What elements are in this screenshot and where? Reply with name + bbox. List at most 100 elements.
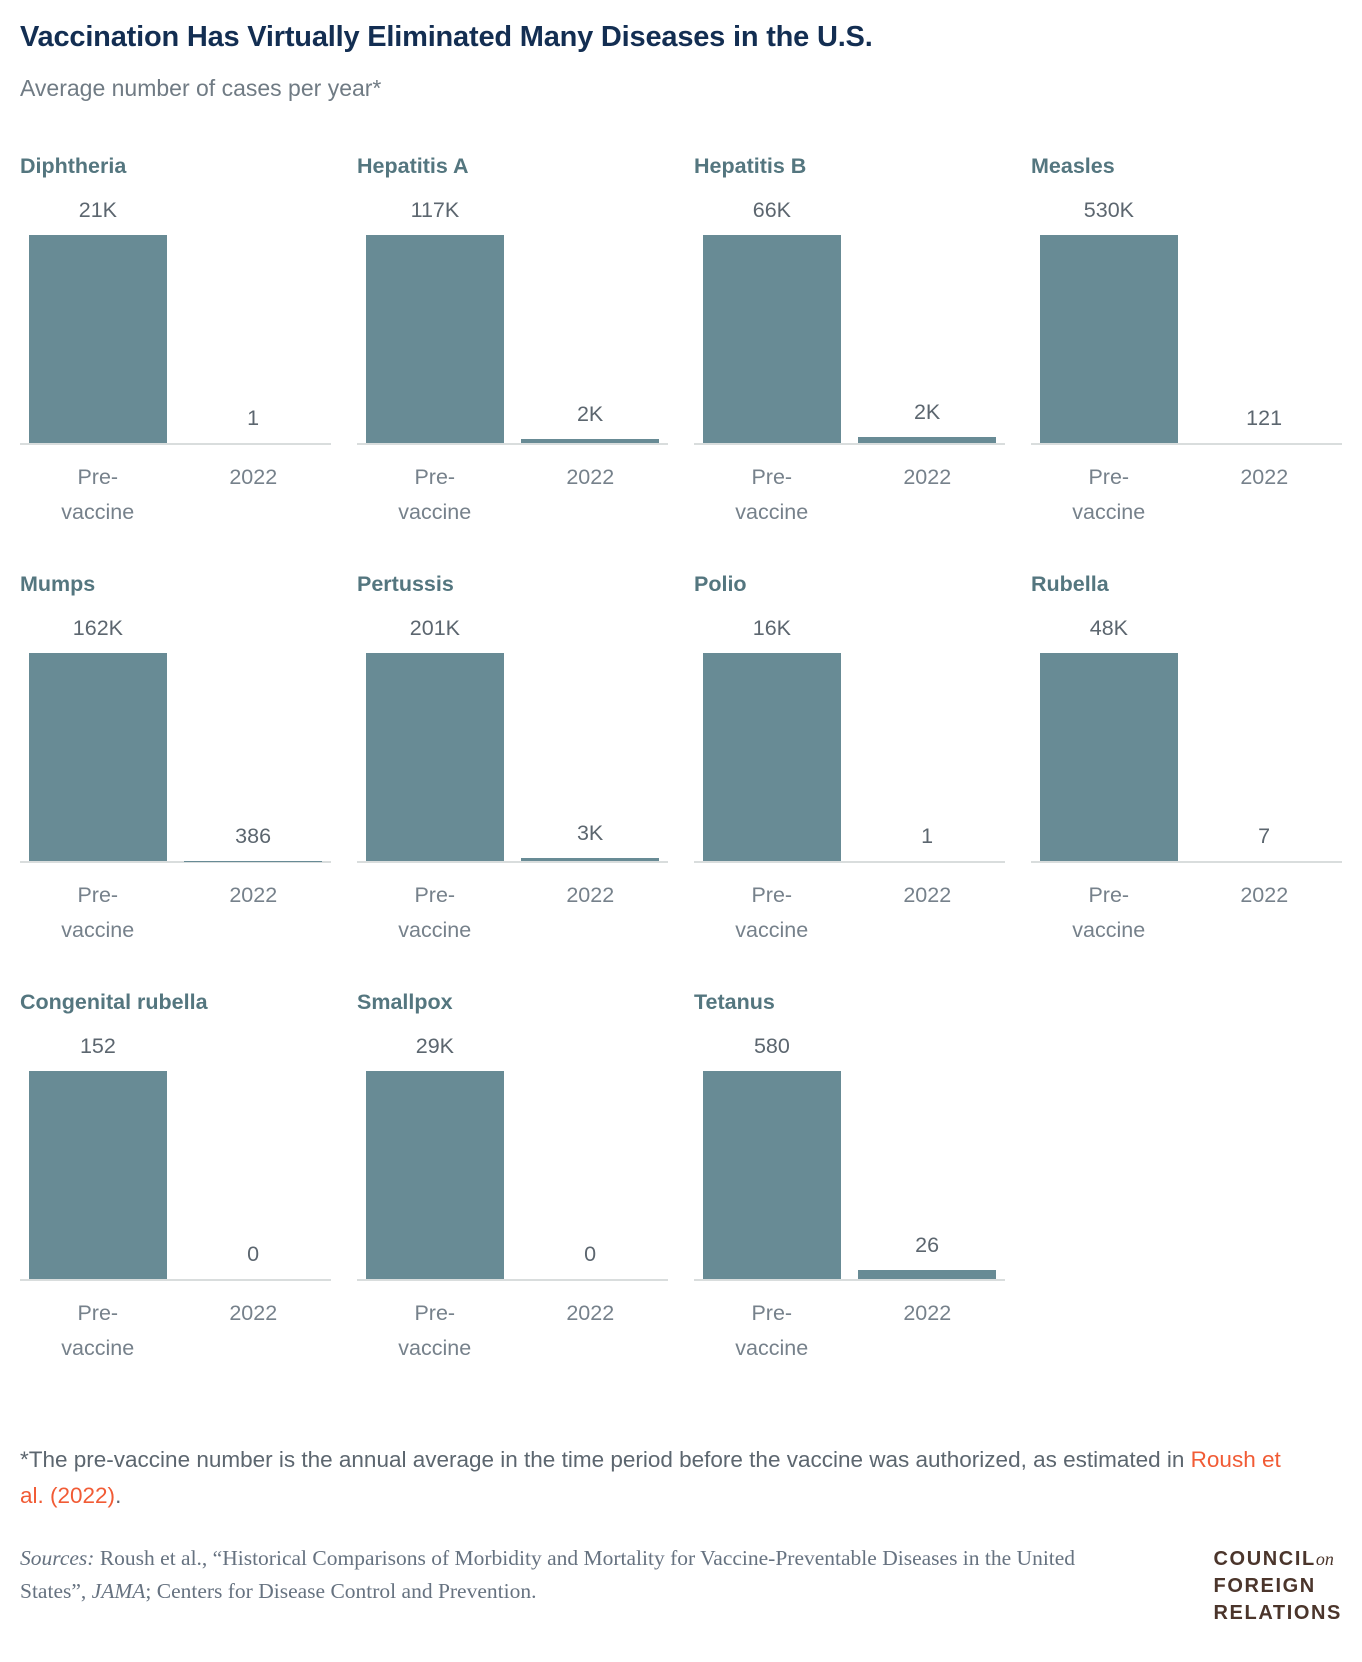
disease-chart: Hepatitis B 66K 2K Pre-vaccine 2022 [694,152,1005,530]
disease-title: Polio [694,572,747,596]
year-2022-value-label: 386 [235,823,272,848]
pre-vaccine-value-label: 29K [415,1034,455,1058]
x-tick-line: Pre- [1088,883,1130,907]
pre-vaccine-value-label: 152 [79,1034,116,1058]
x-tick-line: vaccine [735,1336,809,1360]
x-tick-pre-vaccine: Pre-vaccine [20,460,176,530]
x-tick-line: 2022 [566,883,615,907]
x-tick-line: Pre- [77,883,119,907]
disease-chart: Congenital rubella 152 0 Pre-vaccine 202… [20,988,331,1366]
x-tick-line: vaccine [61,500,135,524]
page-subtitle: Average number of cases per year* [20,75,382,101]
sources-label: Sources: [20,1546,95,1570]
pre-vaccine-value-label: 16K [752,616,792,640]
pre-vaccine-bar [702,235,842,443]
x-tick-pre-vaccine: Pre-vaccine [20,1296,176,1366]
pre-vaccine-slot: 21K [28,198,168,443]
disease-chart: Smallpox 29K 0 Pre-vaccine 2022 [357,988,668,1366]
disease-title: Diphtheria [20,154,127,178]
x-tick-line: Pre- [1088,465,1130,489]
pre-vaccine-bar [702,653,842,861]
pre-vaccine-slot: 66K [702,198,842,443]
year-2022-value-label: 7 [1258,823,1271,848]
cfr-logo-line1: COUNCILon [1214,1546,1342,1573]
pre-vaccine-bar [365,235,505,443]
small-multiples-grid: Diphtheria 21K 1 Pre-vaccine 2022 Hepati… [20,152,1342,1406]
plot-area: 29K 0 [357,1034,668,1281]
disease-title: Tetanus [694,990,775,1014]
sources-text-2: ; Centers for Disease Control and Preven… [145,1579,537,1603]
plot-area: 201K 3K [357,616,668,863]
disease-title: Pertussis [357,572,454,596]
sources-journal: JAMA [91,1579,146,1603]
year-2022-slot: 121 [1194,237,1334,443]
x-tick-line: Pre- [751,883,793,907]
x-tick-2022: 2022 [176,1296,332,1366]
x-tick-2022: 2022 [850,1296,1006,1366]
cfr-logo-line2: FOREIGN [1213,1575,1316,1597]
year-2022-slot: 7 [1194,655,1334,861]
x-tick-line: Pre- [414,1301,456,1325]
x-tick-pre-vaccine: Pre-vaccine [357,460,513,530]
pre-vaccine-slot: 48K [1039,616,1179,861]
footnote-period: . [115,1483,122,1508]
x-tick-line: vaccine [61,1336,135,1360]
x-tick-line: vaccine [735,918,809,942]
year-2022-value-label: 121 [1246,405,1283,430]
x-axis-labels: Pre-vaccine 2022 [694,863,1005,948]
year-2022-bar [520,857,660,861]
x-tick-line: Pre- [414,465,456,489]
x-tick-pre-vaccine: Pre-vaccine [1031,878,1187,948]
year-2022-slot: 386 [183,655,323,861]
year-2022-bar [857,436,997,443]
year-2022-value-label: 3K [576,820,604,845]
pre-vaccine-slot: 16K [702,616,842,861]
year-2022-value-label: 1 [247,406,260,430]
pre-vaccine-slot: 152 [28,1034,168,1279]
pre-vaccine-slot: 29K [365,1034,505,1279]
disease-chart: Polio 16K 1 Pre-vaccine 2022 [694,570,1005,948]
x-tick-pre-vaccine: Pre-vaccine [357,1296,513,1366]
x-tick-2022: 2022 [513,1296,669,1366]
pre-vaccine-value-label: 580 [753,1034,790,1058]
roush-link[interactable]: Roush et al. (2022) [20,1447,1281,1508]
plot-area: 530K 121 [1031,198,1342,445]
footnote-text: *The pre-vaccine number is the annual av… [20,1447,1191,1472]
year-2022-value-label: 0 [247,1242,260,1266]
pre-vaccine-slot: 117K [365,198,505,443]
footnote: *The pre-vaccine number is the annual av… [20,1442,1285,1514]
disease-chart: Diphtheria 21K 1 Pre-vaccine 2022 [20,152,331,530]
disease-chart: Pertussis 201K 3K Pre-vaccine 2022 [357,570,668,948]
x-tick-line: 2022 [1240,465,1289,489]
year-2022-value-label: 2K [913,399,941,424]
pre-vaccine-bar [1039,653,1179,861]
footer: Sources: Roush et al., “Historical Compa… [20,1542,1342,1627]
x-axis-labels: Pre-vaccine 2022 [20,445,331,530]
plot-area: 16K 1 [694,616,1005,863]
cfr-logo-council: COUNCIL [1213,1548,1316,1570]
pre-vaccine-slot: 201K [365,616,505,861]
pre-vaccine-value-label: 201K [409,616,460,640]
x-axis-labels: Pre-vaccine 2022 [20,863,331,948]
year-2022-value-label: 26 [915,1232,940,1257]
year-2022-slot: 3K [520,655,660,861]
pre-vaccine-bar [28,653,168,861]
disease-title: Mumps [20,572,96,596]
plot-area: 580 26 [694,1034,1005,1281]
cfr-logo: COUNCILon FOREIGN RELATIONS [1214,1542,1342,1627]
disease-title: Congenital rubella [20,990,208,1014]
disease-title: Measles [1031,154,1115,178]
x-tick-line: 2022 [903,465,952,489]
disease-chart: Hepatitis A 117K 2K Pre-vaccine 2022 [357,152,668,530]
year-2022-value-label: 2K [576,402,604,427]
x-tick-2022: 2022 [176,878,332,948]
x-tick-2022: 2022 [176,460,332,530]
pre-vaccine-slot: 580 [702,1034,842,1279]
x-axis-labels: Pre-vaccine 2022 [357,863,668,948]
disease-title: Rubella [1031,572,1109,596]
x-axis-labels: Pre-vaccine 2022 [1031,863,1342,948]
pre-vaccine-bar [365,653,505,861]
x-axis-labels: Pre-vaccine 2022 [694,1281,1005,1366]
x-tick-pre-vaccine: Pre-vaccine [694,1296,850,1366]
